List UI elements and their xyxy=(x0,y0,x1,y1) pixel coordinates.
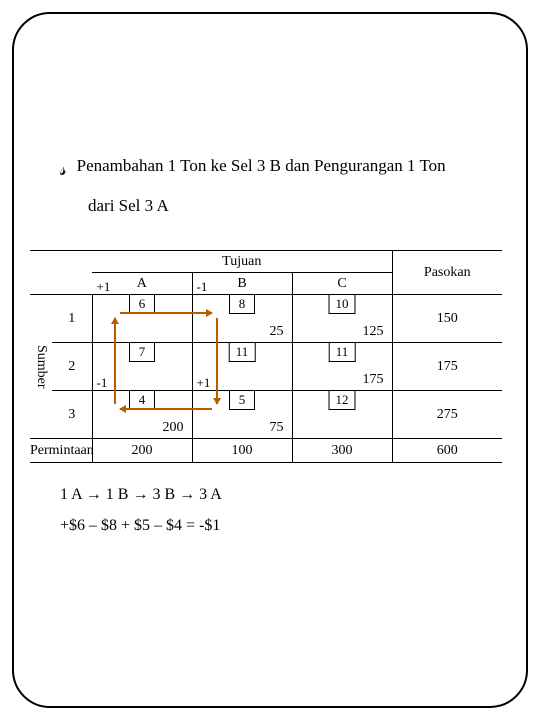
arrow-1a-1b xyxy=(120,312,212,314)
cell-1b-adj: -1 xyxy=(197,279,208,295)
cell-3c-cost: 12 xyxy=(329,391,356,410)
arrow-1b-3b xyxy=(216,318,218,404)
demand-c: 300 xyxy=(292,439,392,463)
cell-2c-cost: 11 xyxy=(329,343,356,362)
cell-3b-alloc: 75 xyxy=(270,420,284,436)
cell-3b-adj: +1 xyxy=(197,375,211,391)
header-tujuan: Tujuan xyxy=(92,251,392,273)
transport-table: Tujuan Pasokan A B C Sumber 1 6 +1 8 -1 xyxy=(30,250,502,463)
equation-path: 1 A → 1 B → 3 B → 3 A xyxy=(60,481,500,510)
header-col-c: C xyxy=(292,273,392,295)
cell-3a-adj: -1 xyxy=(97,375,108,391)
row3-label: 3 xyxy=(52,391,92,439)
cell-3b-cost: 5 xyxy=(229,391,255,410)
row1-supply: 150 xyxy=(392,295,502,343)
cell-2c-alloc: 175 xyxy=(363,372,384,388)
demand-total: 600 xyxy=(392,439,502,463)
slide-content: 𝓈 Penambahan 1 Ton ke Sel 3 B dan Pengur… xyxy=(60,150,500,541)
title-text-1: Penambahan 1 Ton ke Sel 3 B dan Penguran… xyxy=(77,150,500,182)
title-line-1: 𝓈 Penambahan 1 Ton ke Sel 3 B dan Pengur… xyxy=(60,150,500,186)
row3-supply: 275 xyxy=(392,391,502,439)
demand-a: 200 xyxy=(92,439,192,463)
cell-1c-alloc: 125 xyxy=(363,324,384,340)
arrow-3b-3a xyxy=(120,408,212,410)
cell-2b-cost: 11 xyxy=(229,343,256,362)
header-sumber: Sumber xyxy=(30,295,52,439)
cell-1c-cost: 10 xyxy=(329,295,356,314)
row2-supply: 175 xyxy=(392,343,502,391)
bullet-icon: 𝓈 xyxy=(60,152,67,186)
cell-1b-cost: 8 xyxy=(229,295,255,314)
row2-label: 2 xyxy=(52,343,92,391)
cell-3a-alloc: 200 xyxy=(163,420,184,436)
arrow-3a-1a xyxy=(114,318,116,404)
header-permintaan: Permintaan xyxy=(30,439,92,463)
transport-table-wrap: Tujuan Pasokan A B C Sumber 1 6 +1 8 -1 xyxy=(30,250,500,463)
title-text-2: dari Sel 3 A xyxy=(88,190,500,222)
header-pasokan: Pasokan xyxy=(392,251,502,295)
cell-2a-cost: 7 xyxy=(129,343,155,362)
cell-1a-adj: +1 xyxy=(97,279,111,295)
demand-b: 100 xyxy=(192,439,292,463)
equation-calc: +$6 – $8 + $5 – $4 = -$1 xyxy=(60,512,500,541)
row1-label: 1 xyxy=(52,295,92,343)
cell-1b-alloc: 25 xyxy=(270,324,284,340)
